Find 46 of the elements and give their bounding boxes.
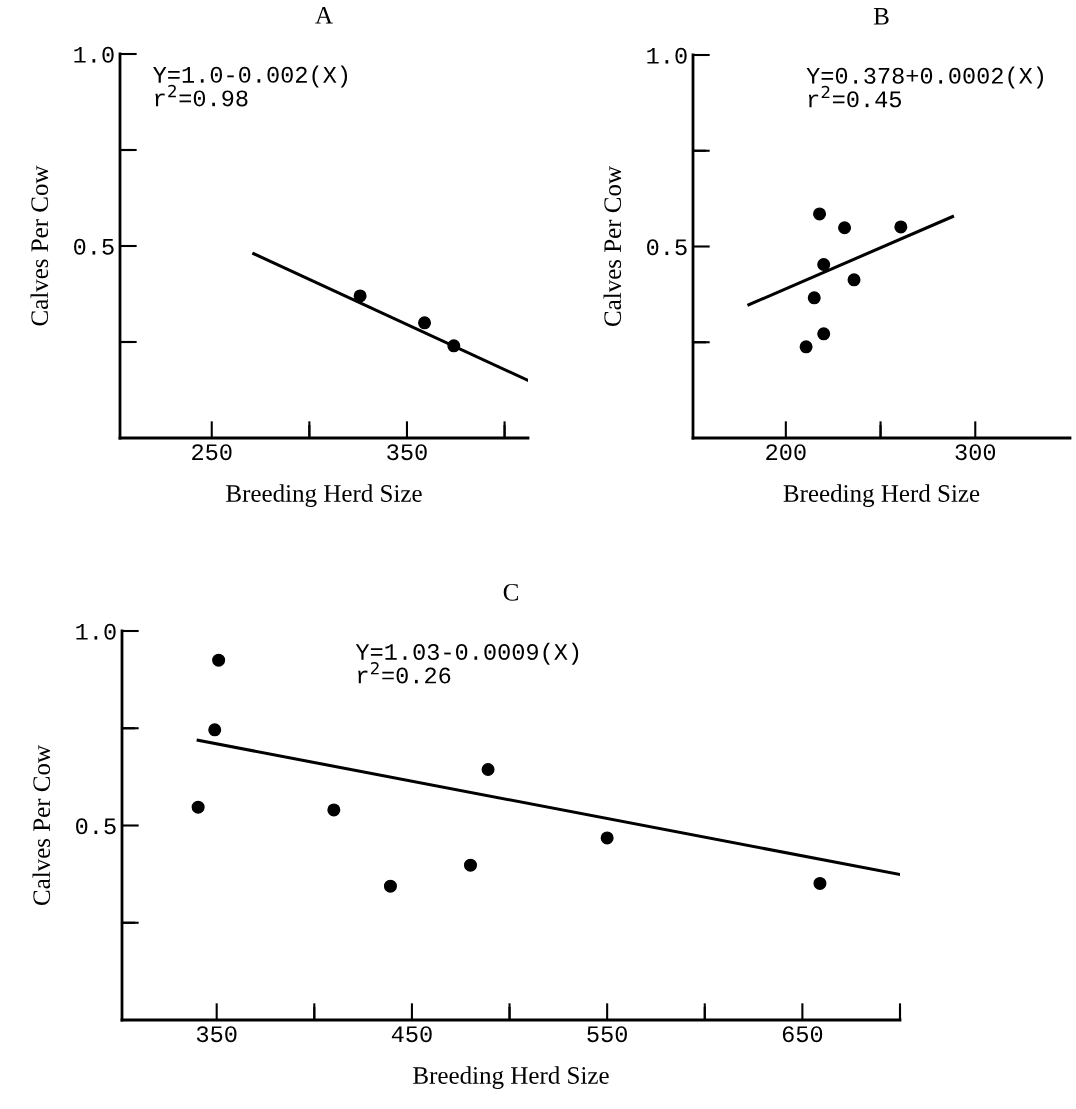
point	[353, 289, 367, 303]
annotation: Y=1.0-0.002(X) r$^{2}$=0.98	[153, 65, 348, 107]
y-tick-label: 0.5	[647, 239, 687, 256]
point	[847, 273, 861, 287]
x-tick-label: 200	[766, 444, 806, 461]
point	[807, 291, 821, 305]
point	[817, 327, 831, 341]
point	[447, 339, 461, 353]
x-tick-label: 450	[391, 1026, 432, 1043]
point	[481, 762, 495, 776]
x-tick-label: 350	[387, 444, 427, 461]
y-axis-title: Calves Per Cow	[603, 166, 622, 327]
point	[327, 803, 341, 817]
y-tick-label: 0.5	[76, 818, 116, 835]
point	[817, 257, 831, 272]
chart-title: A	[315, 6, 333, 24]
x-axis-title: Breeding Herd Size	[413, 1066, 609, 1090]
point	[600, 831, 614, 845]
point	[838, 221, 852, 235]
point	[813, 207, 827, 221]
point	[813, 876, 827, 890]
x-tick-label: 350	[196, 1026, 237, 1043]
y-tick-label: 1.0	[74, 46, 114, 63]
point	[191, 800, 205, 814]
y-tick-label: 1.0	[76, 623, 116, 640]
point	[212, 653, 226, 667]
x-axis-title: Breeding Herd Size	[226, 484, 422, 508]
y-tick-label: 1.0	[647, 47, 687, 64]
y-tick-label: 0.5	[74, 238, 114, 255]
point	[463, 858, 477, 872]
x-tick-label: 250	[192, 444, 232, 461]
point	[208, 723, 222, 737]
x-axis-title: Breeding Herd Size	[783, 484, 980, 508]
x-tick-label: 650	[782, 1026, 823, 1043]
x-tick-label: 300	[955, 444, 996, 461]
point	[799, 340, 813, 354]
point	[383, 879, 397, 893]
chart-title: C	[503, 583, 518, 601]
point	[894, 220, 908, 234]
point	[418, 316, 432, 330]
chart-title: B	[873, 8, 889, 25]
x-tick-label: 550	[587, 1026, 627, 1043]
annotation: Y=0.378+0.0002(X) r$^{2}$=0.45	[806, 66, 1044, 108]
annotation: Y=1.03-0.0009(X) r$^{2}$=0.26	[355, 642, 579, 684]
y-axis-title: Calves Per Cow	[30, 165, 49, 326]
y-axis-title: Calves Per Cow	[32, 745, 51, 906]
